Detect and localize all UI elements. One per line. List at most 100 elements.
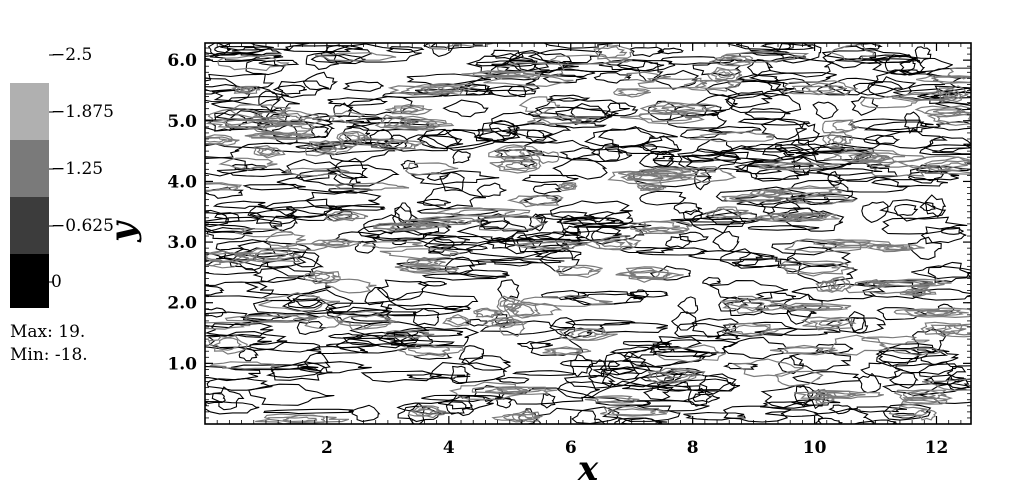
contour-zero-line <box>248 383 335 406</box>
contour-zero-line <box>311 126 330 138</box>
contour-zero-line <box>502 52 552 73</box>
contour-zero-line <box>465 240 557 259</box>
contour-zero-line <box>911 265 971 280</box>
contour-zero-line <box>385 46 425 54</box>
contour-zero-line <box>406 73 491 86</box>
contour-zero-line <box>347 96 414 116</box>
contour-negative-line <box>859 95 920 109</box>
contour-zero-line <box>517 341 554 350</box>
contour-negative-line <box>866 243 925 253</box>
contour-zero-line <box>542 73 587 84</box>
contour-negative-line <box>755 189 784 197</box>
contour-negative-line <box>825 276 852 293</box>
contour-negative-line <box>239 87 252 93</box>
contour-zero-line <box>673 202 702 216</box>
contour-zero-line <box>277 80 330 98</box>
contour-negative-line <box>613 88 652 98</box>
contour-negative-line <box>829 334 893 356</box>
contour-zero-line <box>734 252 780 269</box>
contour-zero-line <box>242 183 306 191</box>
contour-zero-line <box>258 90 282 112</box>
contour-zero-line <box>326 342 378 349</box>
contour-negative-line <box>319 239 353 247</box>
contour-zero-line <box>593 72 633 84</box>
contour-zero-line <box>534 211 598 221</box>
contour-zero-line <box>534 97 630 118</box>
contour-negative-line <box>865 281 887 289</box>
contour-zero-line <box>854 43 883 50</box>
contour-negative-line <box>244 132 317 141</box>
contour-zero-line <box>828 404 852 415</box>
contour-negative-line <box>407 345 450 356</box>
contour-zero-line <box>759 401 817 409</box>
x-tick-label: 8 <box>687 438 699 458</box>
contour-negative-line <box>618 170 693 181</box>
contour-negative-line <box>205 136 237 145</box>
contour-negative-line <box>677 166 737 184</box>
contour-zero-line <box>212 200 266 209</box>
contour-negative-line <box>660 370 690 379</box>
contour-zero-line <box>591 365 667 381</box>
contour-negative-line <box>801 316 857 331</box>
contour-negative-line <box>916 75 971 85</box>
contour-negative-line <box>925 324 964 335</box>
contour-zero-line <box>265 367 322 379</box>
contour-negative-line <box>253 144 286 159</box>
contour-negative-line <box>787 195 856 206</box>
contour-zero-line <box>205 216 283 233</box>
contour-zero-line <box>881 216 968 235</box>
contour-zero-line <box>812 101 840 120</box>
contour-zero-line <box>795 121 820 145</box>
max-value-label: Max: 19. <box>10 322 85 342</box>
colorbar-level-label: −1.25 <box>51 159 103 179</box>
contour-negative-line <box>783 346 824 354</box>
contour-negative-line <box>781 80 858 96</box>
contour-negative-line <box>218 157 278 171</box>
contour-zero-line <box>725 90 773 109</box>
contour-zero-line <box>486 85 537 97</box>
contour-negative-line <box>234 228 294 238</box>
contour-negative-line <box>399 107 419 113</box>
contour-negative-line <box>853 152 926 164</box>
contour-negative-line <box>861 335 930 345</box>
contour-negative-line <box>926 310 957 316</box>
contour-zero-line <box>205 365 261 382</box>
contour-negative-line <box>213 337 243 351</box>
contour-negative-line <box>224 312 317 324</box>
contour-negative-line <box>641 227 684 235</box>
contour-negative-line <box>562 184 574 189</box>
contour-negative-line <box>379 248 462 260</box>
contour-zero-line <box>511 370 576 377</box>
contour-negative-line <box>903 307 971 319</box>
contour-negative-line <box>414 259 434 265</box>
contour-zero-line <box>665 367 704 376</box>
contour-negative-line <box>499 297 519 309</box>
contour-zero-line <box>507 85 528 98</box>
contour-zero-line <box>701 276 722 286</box>
contour-negative-line <box>304 315 343 330</box>
contour-zero-line <box>565 319 636 326</box>
contour-negative-line <box>314 143 337 152</box>
contour-zero-line <box>714 147 811 162</box>
contour-negative-line <box>448 381 529 401</box>
contour-zero-line <box>849 406 907 413</box>
y-axis-title: y <box>103 220 143 243</box>
contour-negative-line <box>829 43 875 62</box>
contour-zero-line <box>544 43 613 49</box>
contour-zero-line <box>557 381 600 399</box>
contour-negative-line <box>781 187 835 195</box>
contour-zero-line <box>421 273 507 281</box>
contour-negative-line <box>207 335 248 355</box>
contour-negative-line <box>310 238 362 249</box>
contour-negative-line <box>407 405 447 419</box>
contour-zero-line <box>647 100 677 121</box>
contour-negative-line <box>616 88 647 96</box>
contour-negative-line <box>920 321 967 338</box>
contour-zero-line <box>683 411 746 421</box>
contour-negative-line <box>461 70 541 78</box>
contour-zero-line <box>497 279 520 301</box>
contour-zero-line <box>328 204 386 211</box>
contour-zero-line <box>476 182 507 197</box>
contour-negative-line <box>420 82 479 96</box>
contour-zero-line <box>704 110 720 117</box>
